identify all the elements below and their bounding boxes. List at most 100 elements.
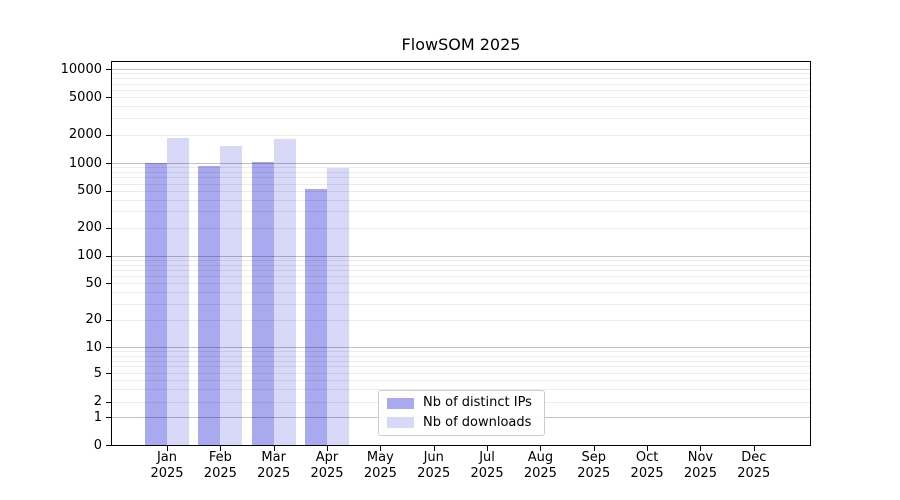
gridline-major <box>112 163 810 164</box>
gridline-minor <box>112 90 810 91</box>
x-tick-label: Jan 2025 <box>132 450 202 482</box>
x-tick-month: Jun <box>423 450 444 465</box>
gridline-minor <box>112 172 810 173</box>
y-tick-mark <box>106 373 112 374</box>
bar-downloads-jan <box>167 138 189 445</box>
x-tick-year: 2025 <box>683 466 717 481</box>
x-tick-month: Apr <box>315 450 339 465</box>
y-tick-mark <box>106 402 112 403</box>
y-tick-mark <box>106 283 112 284</box>
gridline-minor <box>112 270 810 271</box>
x-tick-label: Feb 2025 <box>185 450 255 482</box>
bar-downloads-mar <box>273 139 296 445</box>
gridline-minor <box>112 380 810 381</box>
x-tick-label: Jul 2025 <box>452 450 522 482</box>
y-tick-label: 0 <box>93 437 102 453</box>
x-tick-mark <box>487 446 488 451</box>
chart-title: FlowSOM 2025 <box>401 35 521 54</box>
x-tick-month: Nov <box>687 450 714 465</box>
y-tick-label: 5000 <box>68 89 102 105</box>
gridline-minor <box>112 97 810 98</box>
gridline-minor <box>112 106 810 107</box>
x-tick-mark <box>647 446 648 451</box>
x-tick-month: Sep <box>581 450 606 465</box>
gridline-minor <box>112 191 810 192</box>
bar-distinct-ips-jan <box>145 163 167 445</box>
y-tick-label: 10 <box>85 339 102 355</box>
bar-distinct-ips-mar <box>251 161 274 445</box>
x-tick-year: 2025 <box>417 466 451 481</box>
gridline-minor <box>112 389 810 390</box>
gridline-minor <box>112 200 810 201</box>
y-tick-mark <box>106 320 112 321</box>
y-tick-label: 50 <box>85 275 102 291</box>
gridline-minor <box>112 73 810 74</box>
gridline-minor <box>112 260 810 261</box>
x-tick-label: Dec 2025 <box>719 450 789 482</box>
x-tick-label: Sep 2025 <box>559 450 629 482</box>
x-tick-month: Oct <box>635 450 659 465</box>
y-tick-mark <box>106 256 112 257</box>
x-tick-mark <box>220 446 221 451</box>
gridline-minor <box>112 320 810 321</box>
gridline-minor <box>112 135 810 136</box>
x-tick-mark <box>274 446 275 451</box>
legend-item-downloads: Nb of downloads <box>387 414 544 430</box>
y-tick-label: 5 <box>93 365 102 381</box>
legend-swatch-distinct-ips <box>387 397 414 409</box>
legend-label-distinct-ips: Nb of distinct IPs <box>423 395 532 411</box>
legend-swatch-downloads <box>387 417 414 429</box>
plot-area <box>111 61 811 446</box>
gridline-minor <box>112 211 810 212</box>
x-tick-year: 2025 <box>737 466 771 481</box>
y-tick-label: 100 <box>77 248 102 264</box>
legend-label-downloads: Nb of downloads <box>423 414 532 430</box>
x-tick-month: Jan <box>156 450 178 465</box>
x-tick-month: Feb <box>208 450 232 465</box>
x-tick-year: 2025 <box>257 466 291 481</box>
gridline-minor <box>112 283 810 284</box>
y-tick-label: 1 <box>93 409 102 425</box>
x-tick-month: Dec <box>741 450 767 465</box>
legend-item-distinct-ips: Nb of distinct IPs <box>387 396 544 410</box>
y-tick-label: 20 <box>85 312 102 328</box>
gridline-major <box>112 347 810 348</box>
x-tick-month: May <box>366 450 394 465</box>
x-tick-mark <box>167 446 168 451</box>
x-tick-year: 2025 <box>577 466 611 481</box>
gridline-minor <box>112 184 810 185</box>
y-tick-label: 10000 <box>60 61 102 77</box>
gridline-minor <box>112 228 810 229</box>
y-tick-mark <box>106 163 112 164</box>
x-tick-label: Aug 2025 <box>505 450 575 482</box>
y-tick-mark <box>106 445 112 446</box>
y-tick-mark <box>106 135 112 136</box>
x-tick-mark <box>540 446 541 451</box>
x-tick-label: Apr 2025 <box>292 450 362 482</box>
y-tick-label: 1000 <box>68 155 102 171</box>
gridline-minor <box>112 276 810 277</box>
x-tick-year: 2025 <box>203 466 237 481</box>
gridline-minor <box>112 304 810 305</box>
x-tick-label: Nov 2025 <box>665 450 735 482</box>
gridline-major <box>112 69 810 70</box>
x-tick-year: 2025 <box>630 466 664 481</box>
gridline-minor <box>112 265 810 266</box>
bar-distinct-ips-apr <box>305 189 328 445</box>
legend: Nb of distinct IPs Nb of downloads <box>378 390 545 436</box>
gridline-minor <box>112 351 810 352</box>
gridline-minor <box>112 373 810 374</box>
gridline-minor <box>112 84 810 85</box>
bar-distinct-ips-feb <box>198 165 221 445</box>
x-tick-month: Mar <box>261 450 286 465</box>
x-tick-mark <box>700 446 701 451</box>
gridline-minor <box>112 361 810 362</box>
x-tick-label: Jun 2025 <box>399 450 469 482</box>
x-tick-year: 2025 <box>363 466 397 481</box>
gridline-major <box>112 256 810 257</box>
x-tick-year: 2025 <box>523 466 557 481</box>
y-tick-mark <box>106 69 112 70</box>
y-tick-mark <box>106 228 112 229</box>
y-tick-mark <box>106 97 112 98</box>
y-tick-label: 2 <box>93 394 102 409</box>
